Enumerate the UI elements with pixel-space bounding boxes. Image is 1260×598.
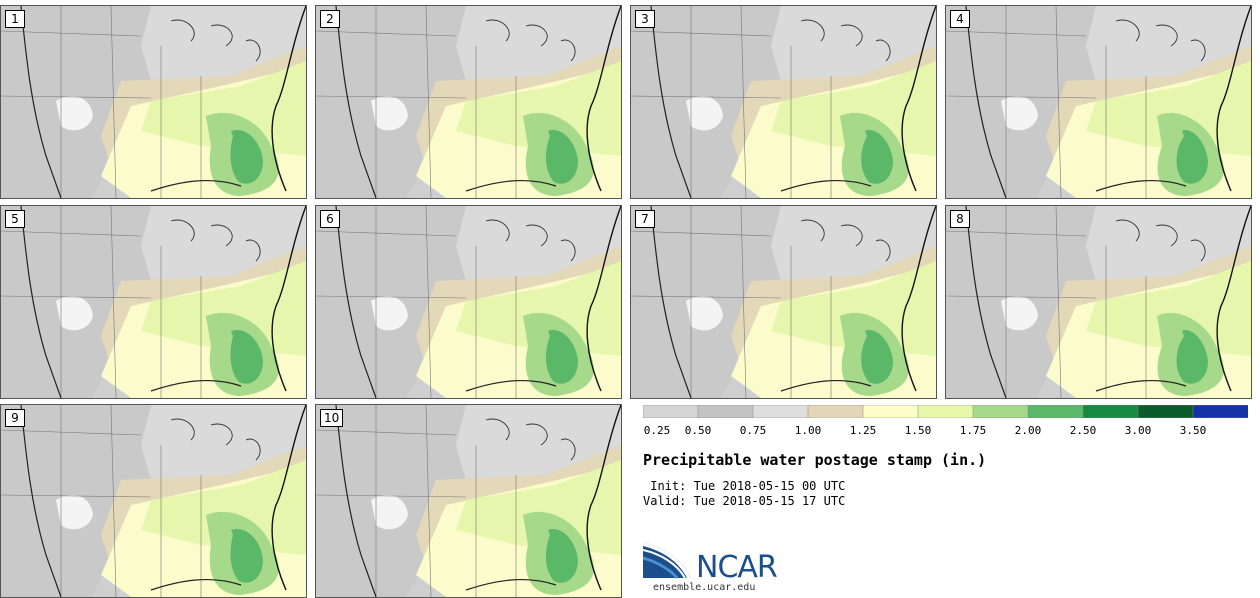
ncar-logo-text: NCAR bbox=[696, 550, 778, 585]
init-time: Init: Tue 2018-05-15 00 UTC bbox=[643, 479, 846, 493]
precip-water-map bbox=[316, 6, 621, 198]
colorbar-swatch bbox=[643, 405, 699, 418]
valid-time: Valid: Tue 2018-05-15 17 UTC bbox=[643, 494, 846, 508]
ensemble-member-panel-8: 8 bbox=[945, 205, 1252, 399]
colorbar-tick-label: 3.00 bbox=[1124, 424, 1152, 437]
panel-number: 2 bbox=[320, 10, 340, 28]
colorbar-swatch bbox=[917, 405, 974, 418]
colorbar-tick-label: 0.75 bbox=[739, 424, 767, 437]
panel-number: 5 bbox=[5, 210, 25, 228]
precip-water-map bbox=[316, 206, 621, 398]
colorbar-tick-label: 1.25 bbox=[849, 424, 877, 437]
precip-water-map bbox=[946, 6, 1251, 198]
chart-title: Precipitable water postage stamp (in.) bbox=[643, 451, 987, 469]
panel-number: 6 bbox=[320, 210, 340, 228]
ensemble-member-panel-7: 7 bbox=[630, 205, 937, 399]
colorbar-tick-label: 2.00 bbox=[1014, 424, 1042, 437]
colorbar-swatch bbox=[1082, 405, 1139, 418]
panel-number: 10 bbox=[320, 409, 344, 427]
colorbar-swatch bbox=[972, 405, 1029, 418]
precip-water-map bbox=[316, 405, 621, 597]
ncar-logo-icon bbox=[643, 542, 691, 579]
colorbar-swatch bbox=[807, 405, 864, 418]
ensemble-member-panel-3: 3 bbox=[630, 5, 937, 199]
colorbar-swatch bbox=[862, 405, 919, 418]
precip-water-map bbox=[631, 6, 936, 198]
precip-water-map bbox=[1, 206, 306, 398]
ensemble-url: ensemble.ucar.edu bbox=[653, 582, 756, 593]
colorbar-tick-label: 1.75 bbox=[959, 424, 987, 437]
panel-number: 4 bbox=[950, 10, 970, 28]
panel-number: 9 bbox=[5, 409, 25, 427]
ensemble-member-panel-6: 6 bbox=[315, 205, 622, 399]
panel-number: 1 bbox=[5, 10, 25, 28]
precip-water-map bbox=[1, 405, 306, 597]
colorbar-tick-label: 0.50 bbox=[684, 424, 712, 437]
panel-number: 3 bbox=[635, 10, 655, 28]
colorbar-tick-label: 2.50 bbox=[1069, 424, 1097, 437]
ensemble-member-panel-5: 5 bbox=[0, 205, 307, 399]
colorbar-swatch bbox=[1192, 405, 1248, 418]
colorbar-tick-label: 3.50 bbox=[1179, 424, 1207, 437]
ensemble-member-panel-4: 4 bbox=[945, 5, 1252, 199]
precip-water-map bbox=[1, 6, 306, 198]
panel-number: 8 bbox=[950, 210, 970, 228]
colorbar-swatch bbox=[752, 405, 809, 418]
precip-water-map bbox=[946, 206, 1251, 398]
ensemble-member-panel-1: 1 bbox=[0, 5, 307, 199]
colorbar-tick-label: 0.25 bbox=[643, 424, 671, 437]
colorbar-tick-label: 1.00 bbox=[794, 424, 822, 437]
colorbar-swatch bbox=[697, 405, 754, 418]
colorbar-swatch bbox=[1027, 405, 1084, 418]
colorbar-swatch bbox=[1137, 405, 1194, 418]
precip-water-map bbox=[631, 206, 936, 398]
precipitable-water-colorbar bbox=[643, 405, 1248, 418]
ensemble-member-panel-10: 10 bbox=[315, 404, 622, 598]
ensemble-member-panel-2: 2 bbox=[315, 5, 622, 199]
ensemble-member-panel-9: 9 bbox=[0, 404, 307, 598]
panel-number: 7 bbox=[635, 210, 655, 228]
colorbar-tick-label: 1.50 bbox=[904, 424, 932, 437]
